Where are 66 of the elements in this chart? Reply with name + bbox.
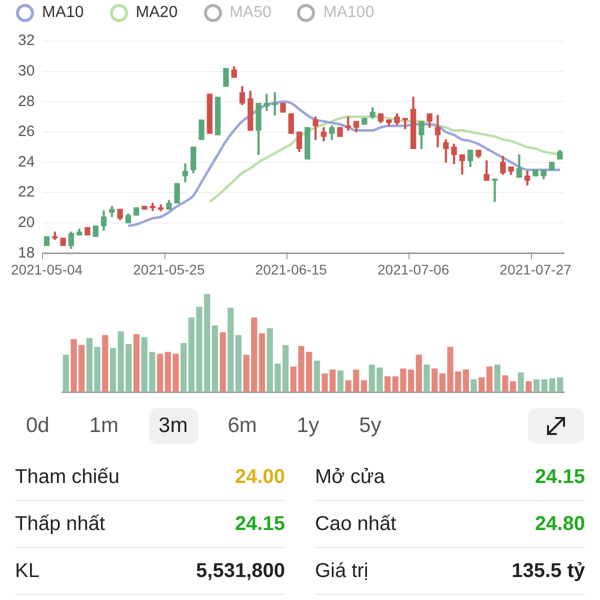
candlestick [492,178,498,202]
y-tick-label: 20 [18,214,35,232]
bar [526,381,532,392]
text: 0d [25,413,50,439]
y-tick-label: 30 [18,62,35,80]
y-tick-label: 22 [18,184,35,201]
text: Giá trị [315,560,368,582]
bar [102,335,108,392]
bar [180,343,187,392]
y-tick-label: 32 [18,32,35,50]
bar [220,332,226,392]
text: 24.80 [534,512,585,536]
text: 24.15 [534,466,585,488]
bar [502,375,508,392]
bar [486,366,493,392]
bar [533,379,540,392]
text: 5,531,800 [196,560,285,582]
bar [518,372,524,392]
bar [432,368,438,392]
text: Thấp nhất [15,512,106,536]
x-tick-label: 2021-05-04 [10,261,83,278]
text: Mở cửa [315,466,385,488]
bar [384,376,391,392]
bar [235,335,242,392]
bar [62,354,69,392]
text: 3m [148,408,198,444]
text: 6m [226,413,258,439]
bar [360,380,368,392]
text: 135.5 tỷ [512,560,585,582]
legend-label: MA20 [136,4,178,22]
text: Cao nhất [315,512,396,536]
bar [424,364,430,392]
candlestick [264,94,270,112]
legend-label: MA10 [42,4,84,22]
bar [510,381,516,392]
line-series [126,100,562,228]
text: 24.00 [234,466,285,488]
bar [462,369,470,392]
y-tick-label: 24 [18,153,35,170]
bar [228,308,234,392]
bar [258,333,266,392]
text: KL [15,560,40,582]
text: 5y [358,413,382,439]
bar [337,370,344,392]
text: 1y [296,413,320,439]
x-tick-label: 2021-06-15 [255,261,328,278]
text: 1m [88,413,120,439]
x-tick-label: 2021-07-27 [500,261,572,278]
y-tick-label: 18 [18,244,35,262]
legend-label: MA100 [323,4,374,22]
bar [212,325,218,392]
bar [494,364,500,392]
legend-label: MA50 [230,4,272,22]
bar [156,354,164,392]
y-tick-label: 28 [18,92,35,110]
bar [416,354,422,392]
y-tick-label: 26 [18,123,35,140]
bar [133,334,140,392]
x-tick-label: 2021-07-06 [377,261,450,278]
bar [470,379,477,392]
bar [110,348,116,392]
x-tick-label: 2021-05-25 [133,261,205,278]
bar [478,377,485,392]
bar [314,360,320,392]
text: Tham chiếu [15,466,120,488]
text: 24.15 [234,512,285,536]
